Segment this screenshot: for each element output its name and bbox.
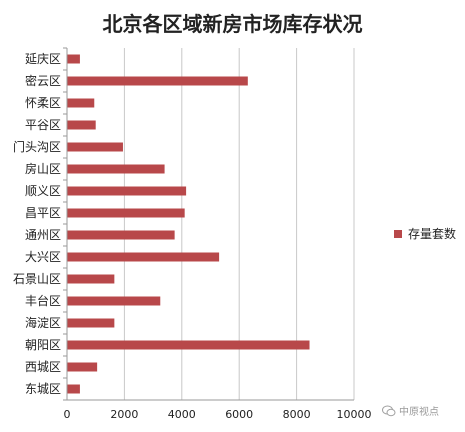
y-tick-label: 朝阳区 — [25, 338, 61, 352]
bar-9 — [67, 230, 175, 240]
watermark: 中原视点 — [382, 403, 439, 418]
x-tick-label: 0 — [64, 408, 71, 421]
legend-swatch — [394, 229, 402, 238]
tick-labels: 0 2000 4000 6000 8000 10000 延庆区密云区怀柔区平谷区门头沟区房山… — [13, 52, 372, 421]
bar-2 — [67, 76, 248, 86]
x-tick-label: 6000 — [225, 408, 253, 421]
y-tick-label: 密云区 — [25, 73, 61, 88]
x-tick-label: 4000 — [168, 408, 196, 421]
y-tick-label: 怀柔区 — [25, 96, 61, 110]
axes — [63, 47, 354, 401]
y-tick-label: 延庆区 — [25, 52, 61, 66]
bar-4 — [67, 120, 96, 130]
x-tick-label: 10000 — [337, 408, 372, 421]
y-tick-label: 丰台区 — [25, 293, 61, 308]
chart-title: 北京各区域新房市场库存状况 — [102, 12, 363, 36]
y-tick-label: 西城区 — [25, 360, 61, 374]
bar-1 — [67, 54, 80, 64]
wechat-bubble-icon — [382, 405, 396, 416]
y-tick-label: 门头沟区 — [13, 139, 61, 154]
bars — [67, 54, 310, 394]
legend: 存量套数 — [394, 225, 456, 242]
y-tick-label: 东城区 — [25, 382, 61, 396]
bar-6 — [67, 164, 165, 174]
bar-16 — [67, 384, 80, 394]
bar-8 — [67, 208, 185, 218]
bar-11 — [67, 274, 115, 284]
bar-15 — [67, 362, 98, 372]
bar-12 — [67, 296, 161, 306]
y-tick-label: 顺义区 — [25, 184, 61, 198]
bar-7 — [67, 186, 187, 196]
x-tick-label: 8000 — [283, 408, 311, 421]
bar-5 — [67, 142, 123, 152]
y-tick-label: 平谷区 — [25, 118, 61, 132]
bar-13 — [67, 318, 115, 328]
y-tick-label: 石景山区 — [13, 272, 61, 286]
y-tick-label: 海淀区 — [25, 315, 61, 330]
y-tick-label: 房山区 — [25, 161, 61, 176]
y-tick-label: 昌平区 — [25, 206, 61, 220]
x-tick-label: 2000 — [110, 408, 138, 421]
legend-label: 存量套数 — [408, 227, 457, 241]
bar-10 — [67, 252, 220, 262]
y-tick-label: 大兴区 — [25, 250, 61, 264]
bar-3 — [67, 98, 95, 108]
watermark-text: 中原视点 — [399, 407, 439, 418]
bar-14 — [67, 340, 310, 350]
y-tick-label: 通州区 — [25, 228, 61, 242]
